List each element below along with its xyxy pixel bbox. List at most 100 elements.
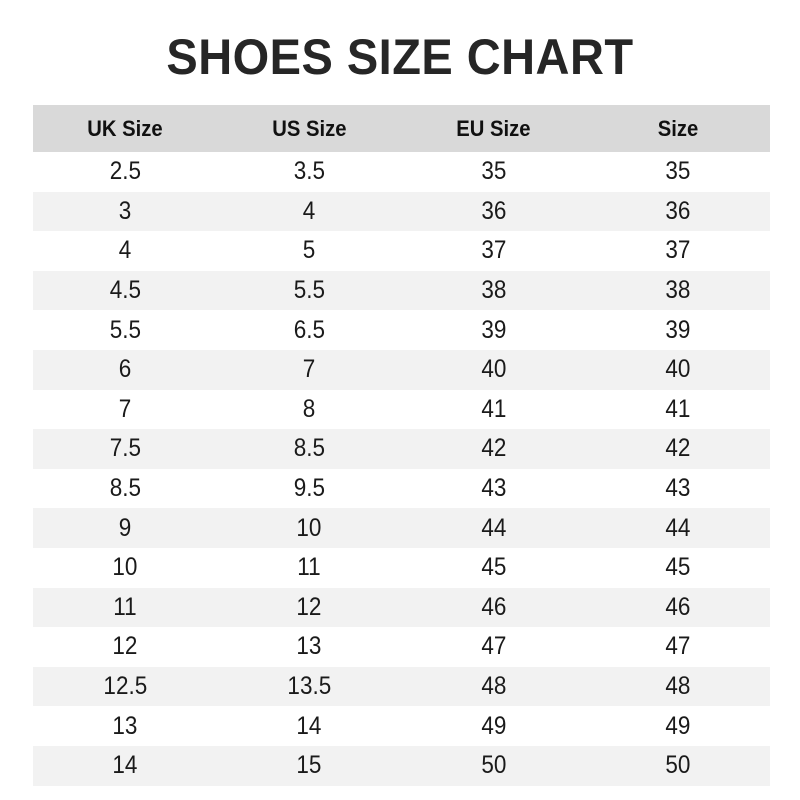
table-cell-value: 49	[665, 711, 691, 740]
table-cell-value: 48	[665, 672, 691, 701]
table-cell-value: 10	[112, 553, 138, 582]
table-cell: 47	[401, 627, 586, 667]
table-cell-value: 4.5	[109, 276, 141, 305]
table-cell-value: 10	[296, 513, 322, 542]
table-row: 10 11 45 45	[33, 547, 770, 588]
table-cell-value: 8	[303, 394, 316, 423]
table-cell: 3	[33, 191, 218, 232]
table-cell-value: 43	[665, 474, 691, 503]
column-header-uk-size: UK Size	[33, 105, 218, 152]
table-cell-value: 12.5	[103, 672, 148, 701]
table-cell: 6.5	[217, 310, 402, 350]
table-cell-value: 11	[113, 592, 137, 621]
table-cell-value: 12	[112, 632, 138, 661]
table-cell: 13	[217, 627, 402, 667]
table-cell: 42	[401, 429, 586, 469]
table-cell: 40	[585, 349, 770, 390]
table-cell-value: 37	[481, 236, 507, 265]
table-cell-value: 49	[481, 711, 507, 740]
table-cell-value: 7	[303, 355, 316, 384]
table-cell: 7	[217, 349, 402, 390]
table-header: UK Size US Size EU Size Size	[33, 105, 770, 152]
table-cell-value: 35	[665, 157, 691, 186]
shoe-size-table: UK Size US Size EU Size Size 2.5 3.5 35 35 3…	[33, 105, 770, 786]
table-cell: 50	[585, 745, 770, 786]
table-cell-value: 42	[665, 434, 691, 463]
table-cell: 49	[401, 706, 586, 746]
table-cell: 46	[585, 587, 770, 628]
table-cell: 5	[217, 231, 402, 271]
table-cell-value: 7.5	[109, 434, 141, 463]
table-cell-value: 13.5	[287, 672, 332, 701]
table-cell: 41	[401, 389, 586, 430]
table-cell: 8.5	[217, 429, 402, 469]
column-header-label: UK Size	[87, 115, 163, 141]
table-cell: 8	[217, 389, 402, 430]
table-cell: 13	[33, 706, 218, 746]
table-cell-value: 36	[665, 196, 691, 225]
table-row: 11 12 46 46	[33, 587, 770, 628]
table-cell: 15	[217, 745, 402, 786]
table-cell: 2.5	[33, 152, 218, 192]
table-cell-value: 4	[303, 196, 316, 225]
table-cell: 38	[585, 270, 770, 311]
table-cell-value: 5	[303, 236, 316, 265]
table-cell-value: 46	[665, 592, 691, 621]
table-cell: 4.5	[33, 270, 218, 311]
table-cell: 48	[401, 666, 586, 707]
table-cell-value: 13	[296, 632, 322, 661]
table-cell-value: 42	[481, 434, 507, 463]
table-cell-value: 13	[112, 711, 138, 740]
table-row: 4.5 5.5 38 38	[33, 270, 770, 311]
table-cell: 10	[217, 508, 402, 548]
table-cell: 12	[33, 627, 218, 667]
table-cell: 35	[401, 152, 586, 192]
table-cell-value: 48	[481, 672, 507, 701]
column-header-label: EU Size	[456, 115, 531, 141]
table-cell: 47	[585, 627, 770, 667]
table-cell: 44	[401, 508, 586, 548]
table-cell: 43	[401, 468, 586, 509]
table-cell: 48	[585, 666, 770, 707]
table-cell: 4	[33, 231, 218, 271]
table-body: 2.5 3.5 35 35 3 4 36 36 4 5 37 37 4.5 5.5 38 38 5.5 6.5 39…	[33, 152, 770, 786]
table-cell: 9.5	[217, 468, 402, 509]
table-cell: 11	[33, 587, 218, 628]
table-cell: 36	[585, 191, 770, 232]
table-cell-value: 47	[665, 632, 691, 661]
table-cell-value: 46	[481, 592, 507, 621]
table-cell-value: 8.5	[293, 434, 326, 463]
table-cell-value: 7	[118, 394, 132, 423]
table-cell-value: 38	[665, 276, 691, 305]
table-cell: 4	[217, 191, 402, 232]
table-row: 7.5 8.5 42 42	[33, 429, 770, 469]
table-cell: 10	[33, 547, 218, 588]
table-cell: 8.5	[33, 468, 218, 509]
table-cell-value: 6.5	[293, 315, 326, 344]
table-cell: 45	[585, 547, 770, 588]
table-cell: 9	[33, 508, 218, 548]
table-cell-value: 37	[665, 236, 691, 265]
table-cell: 49	[585, 706, 770, 746]
table-row: 12.5 13.5 48 48	[33, 666, 770, 707]
table-cell-value: 45	[665, 553, 691, 582]
table-cell-value: 14	[112, 751, 138, 780]
column-header-size: Size	[585, 105, 770, 152]
table-cell: 3.5	[217, 152, 402, 192]
table-cell: 12.5	[33, 666, 218, 707]
table-cell: 43	[585, 468, 770, 509]
table-cell-value: 15	[296, 751, 322, 780]
table-cell-value: 4	[118, 236, 132, 265]
table-row: 4 5 37 37	[33, 231, 770, 271]
table-cell-value: 39	[665, 315, 691, 344]
table-cell: 40	[401, 349, 586, 390]
table-cell-value: 40	[481, 355, 507, 384]
table-cell: 50	[401, 745, 586, 786]
table-cell-value: 44	[665, 513, 691, 542]
table-cell: 41	[585, 389, 770, 430]
column-header-eu-size: EU Size	[401, 105, 586, 152]
table-row: 5.5 6.5 39 39	[33, 310, 770, 350]
table-cell-value: 12	[296, 592, 322, 621]
header-row: UK Size US Size EU Size Size	[33, 105, 770, 152]
table-cell: 6	[33, 349, 218, 390]
